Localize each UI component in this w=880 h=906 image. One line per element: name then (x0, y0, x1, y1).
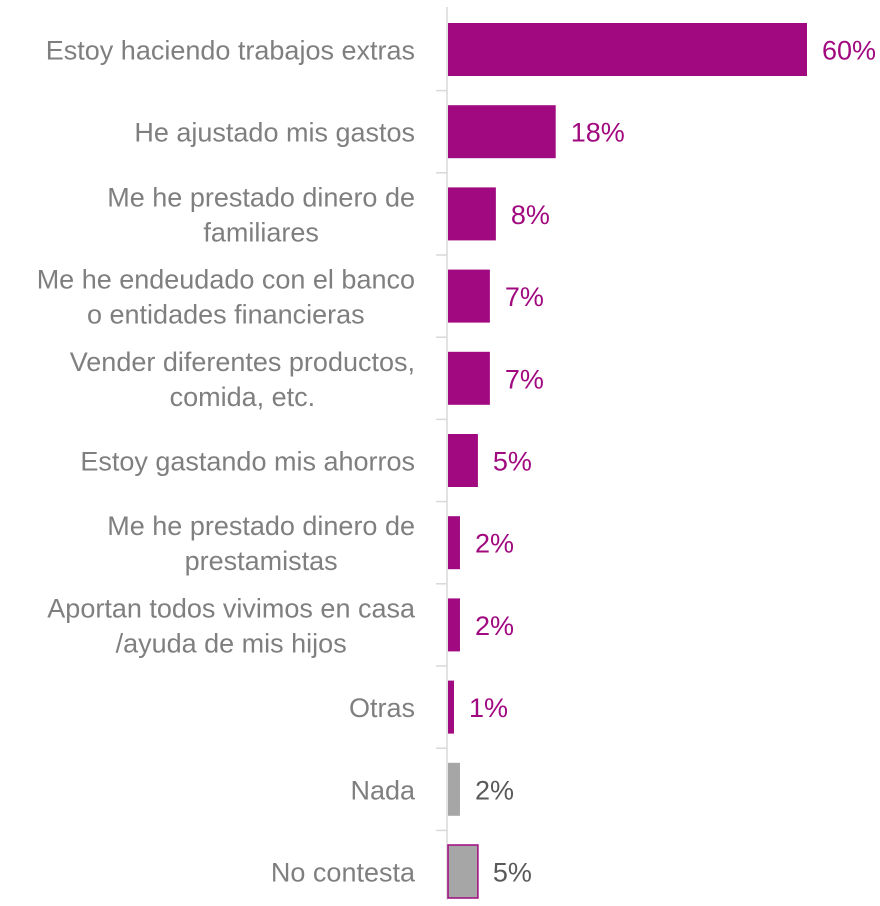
bars-layer (447, 23, 807, 899)
category-label-line: familiares (203, 217, 319, 247)
category-label-line: He ajustado mis gastos (134, 118, 415, 148)
value-label: 2% (475, 775, 514, 805)
bar (448, 762, 460, 816)
category-label-line: Estoy gastando mis ahorros (80, 447, 415, 477)
category-label-line: Me he endeudado con el banco (37, 265, 415, 295)
value-label: 8% (511, 200, 550, 230)
value-label: 5% (493, 447, 532, 477)
value-label: 2% (475, 529, 514, 559)
value-label: 2% (475, 611, 514, 641)
category-label-line: Otras (349, 693, 415, 723)
category-label: Estoy gastando mis ahorros (80, 447, 415, 477)
category-label-line: prestamistas (185, 546, 338, 576)
bar (448, 269, 490, 323)
category-label: Otras (349, 693, 415, 723)
category-label: Aportan todos vivimos en casa/ayuda de m… (47, 593, 416, 658)
axis-layer (436, 7, 448, 900)
category-label-line: /ayuda de mis hijos (116, 628, 347, 658)
category-label: Nada (350, 775, 416, 805)
bar (448, 434, 478, 487)
category-label-line: Estoy haciendo trabajos extras (46, 36, 415, 66)
category-label: Me he endeudado con el banco o entidades … (37, 265, 415, 330)
value-label: 7% (505, 282, 544, 312)
category-label: Vender diferentes productos, comida, etc. (70, 347, 415, 412)
category-label-line: Aportan todos vivimos en casa (47, 593, 416, 623)
bar (447, 844, 479, 899)
category-label-line: Me he prestado dinero de (107, 511, 415, 541)
category-label: No contesta (271, 858, 416, 888)
bar (448, 187, 496, 241)
bar (448, 351, 490, 405)
category-label: Me he prestado dinero de familiares (107, 182, 415, 247)
value-label: 18% (571, 118, 625, 148)
value-labels: 60% 18% 8% 7% 7% 5% 2% 2% 1% 2% 5% (469, 36, 876, 888)
category-label-line: No contesta (271, 858, 416, 888)
category-label-line: o entidades financieras (87, 300, 365, 330)
category-label: Me he prestado dinero de prestamistas (107, 511, 415, 576)
value-label: 5% (493, 858, 532, 888)
category-label-line: comida, etc. (170, 382, 316, 412)
bar (448, 516, 460, 570)
bar (448, 680, 454, 734)
category-labels: Estoy haciendo trabajos extras He ajustad… (37, 36, 416, 888)
category-label: He ajustado mis gastos (134, 118, 415, 148)
category-label-line: Nada (350, 775, 416, 805)
category-label-line: Me he prestado dinero de (107, 182, 415, 212)
value-label: 60% (822, 36, 876, 66)
value-label: 7% (505, 364, 544, 394)
bar (448, 105, 556, 159)
category-label-line: Vender diferentes productos, (70, 347, 415, 377)
value-label: 1% (469, 693, 508, 723)
category-label: Estoy haciendo trabajos extras (46, 36, 415, 66)
bar (448, 23, 807, 76)
bar (448, 598, 460, 652)
